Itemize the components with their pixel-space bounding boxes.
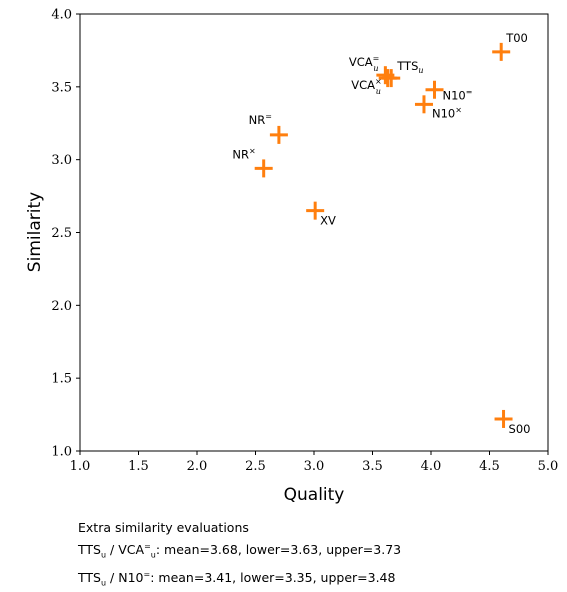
data-point: VCA× u xyxy=(351,69,397,96)
point-label: NR= xyxy=(249,112,272,127)
point-label: N10= xyxy=(443,88,473,103)
notes-line-1-b-sup: = xyxy=(144,542,151,551)
notes-line-1-a: TTS xyxy=(78,542,101,558)
x-tick-label: 1.0 xyxy=(70,459,91,474)
y-axis-ticks: 1.0 1.5 2.0 2.5 3.0 3.5 4.0 xyxy=(51,8,80,460)
notes-line-2: TTSu / N10=: mean=3.41, lower=3.35, uppe… xyxy=(78,569,396,588)
data-points: T00 VCA= u TTSu VCA× u N10= N10× NR= NR× XV S00 xyxy=(232,31,530,436)
x-tick-label: 2.5 xyxy=(245,459,266,474)
x-tick-label: 2.0 xyxy=(187,459,208,474)
point-label: VCA= u xyxy=(349,54,379,73)
x-tick-label: 3.5 xyxy=(362,459,383,474)
notes-line-1-b: VCA xyxy=(118,542,145,558)
y-tick-label: 2.5 xyxy=(51,226,72,241)
notes-line-2-b: N10 xyxy=(118,569,144,585)
extra-evaluations-notes: Extra similarity evaluations TTSu / VCA=… xyxy=(78,518,401,592)
y-tick-label: 3.5 xyxy=(51,80,72,95)
plot-area xyxy=(79,13,549,452)
point-label: XV xyxy=(320,214,336,228)
data-point: NR= xyxy=(249,112,288,144)
x-axis-label: Quality xyxy=(284,485,345,505)
point-label: N10× xyxy=(432,105,462,120)
x-tick-label: 4.5 xyxy=(479,459,500,474)
x-tick-label: 1.5 xyxy=(128,459,149,474)
y-tick-label: 3.0 xyxy=(51,153,72,168)
point-label: TTSu xyxy=(396,59,423,75)
point-label: VCA× u xyxy=(351,77,381,96)
x-tick-label: 3.0 xyxy=(304,459,325,474)
scatter-chart: 1.0 1.5 2.0 2.5 3.0 3.5 4.0 4.5 5.0 1.0 1.5 2.0 2.5… xyxy=(25,8,559,506)
notes-line-1-b-sub: u xyxy=(150,550,156,560)
y-tick-label: 1.0 xyxy=(51,445,72,460)
data-point: T00 xyxy=(492,31,528,61)
notes-title: Extra similarity evaluations xyxy=(78,520,249,535)
data-point: S00 xyxy=(494,409,531,436)
notes-line-2-b-sup: = xyxy=(143,569,151,579)
y-tick-label: 1.5 xyxy=(51,372,72,387)
data-point: XV xyxy=(306,201,336,228)
data-point: N10× xyxy=(414,95,462,120)
point-label: NR× xyxy=(232,146,255,161)
point-label: T00 xyxy=(505,31,528,45)
notes-line-2-stats: : mean=3.41, lower=3.35, upper=3.48 xyxy=(150,569,396,585)
y-tick-label: 2.0 xyxy=(51,299,72,314)
data-point: N10= xyxy=(425,80,473,103)
x-axis-ticks: 1.0 1.5 2.0 2.5 3.0 3.5 4.0 4.5 5.0 xyxy=(70,451,559,474)
notes-line-1-a-sub: u xyxy=(101,550,107,560)
notes-line-1: TTSu / VCA=u: mean=3.68, lower=3.63, upp… xyxy=(78,542,402,560)
y-axis-label: Similarity xyxy=(25,192,45,272)
point-label: S00 xyxy=(509,422,531,436)
x-tick-label: 4.0 xyxy=(421,459,442,474)
y-tick-label: 4.0 xyxy=(51,8,72,23)
data-point: NR× xyxy=(232,146,273,178)
x-tick-label: 5.0 xyxy=(538,459,559,474)
notes-line-2-a: TTS xyxy=(78,569,101,585)
notes-line-1-stats: : mean=3.68, lower=3.63, upper=3.73 xyxy=(155,542,402,558)
